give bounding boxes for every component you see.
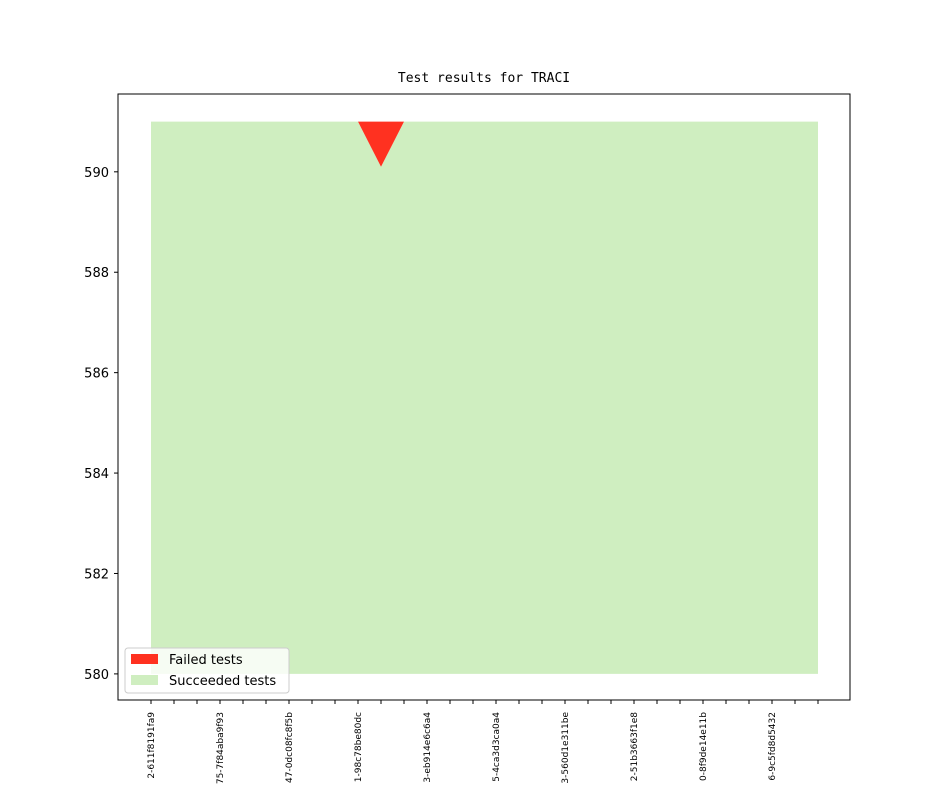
legend-swatch bbox=[131, 654, 158, 664]
legend-box bbox=[124, 647, 290, 694]
chart-title: Test results for TRACI bbox=[398, 71, 570, 86]
x-tick-label: 6-9c5fd8d5432 bbox=[768, 712, 778, 781]
area bbox=[151, 121, 818, 674]
x-tick-label: 47-0dc08fc8f5b bbox=[285, 712, 295, 783]
y-tick-label: 586 bbox=[84, 367, 109, 382]
y-tick-label: 580 bbox=[84, 668, 109, 683]
legend-swatch bbox=[131, 675, 158, 685]
x-tick-label: 3-eb914e6c6a4 bbox=[423, 712, 433, 783]
y-tick-label: 584 bbox=[84, 467, 109, 482]
y-tick-label: 588 bbox=[84, 266, 109, 281]
y-tick-label: 582 bbox=[84, 567, 109, 582]
x-tick-label: 0-8f9de14e11b bbox=[699, 712, 709, 781]
axes-frame bbox=[117, 93, 851, 701]
x-tick-label: 75-7f84aba9f93 bbox=[216, 712, 226, 784]
legend-label: Succeeded tests bbox=[169, 674, 276, 689]
x-tick-label: 2-51b3663f1e8 bbox=[630, 712, 640, 781]
legend-label: Failed tests bbox=[169, 653, 243, 668]
x-tick-label: 5-4ca3d3ca0a4 bbox=[492, 712, 502, 782]
x-tick-label: 1-98c78be80dc bbox=[354, 712, 364, 782]
x-tick-label: 2-611f8191fa9 bbox=[147, 712, 157, 779]
y-tick-label: 590 bbox=[84, 166, 109, 181]
x-tick-label: 3-560d1e311be bbox=[561, 712, 571, 784]
